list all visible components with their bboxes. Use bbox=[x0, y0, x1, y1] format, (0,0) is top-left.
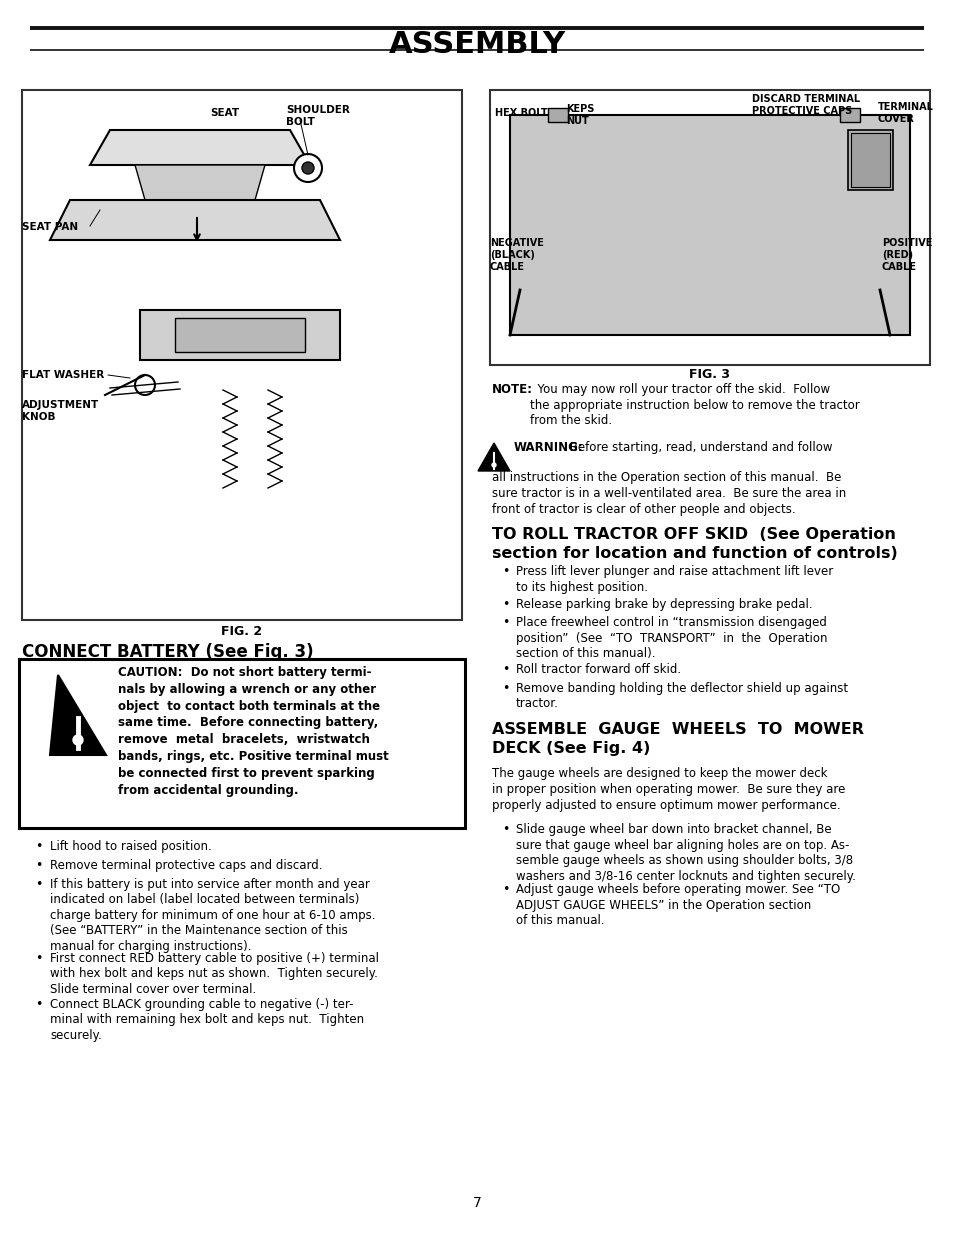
Text: SEAT PAN: SEAT PAN bbox=[22, 222, 78, 232]
Polygon shape bbox=[135, 165, 265, 200]
Text: The gauge wheels are designed to keep the mower deck
in proper position when ope: The gauge wheels are designed to keep th… bbox=[492, 767, 844, 813]
Polygon shape bbox=[140, 310, 339, 359]
Text: •: • bbox=[501, 616, 509, 630]
Text: FLAT WASHER: FLAT WASHER bbox=[22, 370, 104, 380]
Text: DECK (See Fig. 4): DECK (See Fig. 4) bbox=[492, 741, 650, 756]
Circle shape bbox=[294, 154, 322, 182]
Text: Lift hood to raised position.: Lift hood to raised position. bbox=[50, 840, 212, 853]
Text: Remove terminal protective caps and discard.: Remove terminal protective caps and disc… bbox=[50, 858, 322, 872]
Polygon shape bbox=[50, 676, 106, 755]
Text: 7: 7 bbox=[472, 1195, 481, 1210]
Text: First connect RED battery cable to positive (+) terminal
with hex bolt and keps : First connect RED battery cable to posit… bbox=[50, 952, 378, 995]
Text: Before starting, read, understand and follow: Before starting, read, understand and fo… bbox=[565, 441, 832, 454]
Text: Press lift lever plunger and raise attachment lift lever
to its highest position: Press lift lever plunger and raise attac… bbox=[516, 564, 832, 594]
Text: •: • bbox=[35, 998, 42, 1011]
Text: Release parking brake by depressing brake pedal.: Release parking brake by depressing brak… bbox=[516, 598, 812, 610]
Text: NOTE:: NOTE: bbox=[492, 383, 533, 396]
Text: NEGATIVE
(BLACK)
CABLE: NEGATIVE (BLACK) CABLE bbox=[490, 238, 543, 272]
Text: section for location and function of controls): section for location and function of con… bbox=[492, 546, 897, 561]
Text: •: • bbox=[501, 824, 509, 836]
FancyBboxPatch shape bbox=[490, 90, 929, 366]
Polygon shape bbox=[477, 443, 510, 471]
Text: ASSEMBLY: ASSEMBLY bbox=[388, 30, 565, 59]
Text: •: • bbox=[501, 682, 509, 694]
Text: WARNING:: WARNING: bbox=[514, 441, 583, 454]
FancyBboxPatch shape bbox=[19, 659, 464, 827]
Bar bbox=[547, 107, 567, 122]
Bar bbox=[847, 130, 892, 190]
Text: Connect BLACK grounding cable to negative (-) ter-
minal with remaining hex bolt: Connect BLACK grounding cable to negativ… bbox=[50, 998, 364, 1042]
Text: Place freewheel control in “transmission disengaged
position”  (See  “TO  TRANSP: Place freewheel control in “transmission… bbox=[516, 616, 826, 661]
Bar bbox=[840, 107, 859, 122]
Text: ASSEMBLE  GAUGE  WHEELS  TO  MOWER: ASSEMBLE GAUGE WHEELS TO MOWER bbox=[492, 722, 863, 737]
Text: HEX BOLT: HEX BOLT bbox=[495, 107, 547, 119]
Text: Slide gauge wheel bar down into bracket channel, Be
sure that gauge wheel bar al: Slide gauge wheel bar down into bracket … bbox=[516, 824, 855, 883]
FancyBboxPatch shape bbox=[22, 90, 461, 620]
Bar bbox=[850, 133, 889, 186]
Text: •: • bbox=[501, 663, 509, 676]
Text: •: • bbox=[501, 598, 509, 610]
Bar bbox=[510, 115, 909, 335]
Text: POSITIVE
(RED)
CABLE: POSITIVE (RED) CABLE bbox=[882, 238, 931, 272]
Circle shape bbox=[73, 735, 83, 745]
Circle shape bbox=[302, 162, 314, 174]
Text: ADJUSTMENT
KNOB: ADJUSTMENT KNOB bbox=[22, 400, 99, 422]
Text: TERMINAL
COVER: TERMINAL COVER bbox=[877, 103, 933, 124]
Text: FIG. 2: FIG. 2 bbox=[221, 625, 262, 638]
Text: DISCARD TERMINAL
PROTECTIVE CAPS: DISCARD TERMINAL PROTECTIVE CAPS bbox=[751, 94, 860, 116]
Polygon shape bbox=[90, 130, 310, 165]
Text: CONNECT BATTERY (See Fig. 3): CONNECT BATTERY (See Fig. 3) bbox=[22, 643, 314, 661]
Text: •: • bbox=[501, 564, 509, 578]
Circle shape bbox=[135, 375, 154, 395]
Text: FIG. 3: FIG. 3 bbox=[689, 368, 730, 382]
Text: SEAT: SEAT bbox=[210, 107, 239, 119]
Text: You may now roll your tractor off the skid.  Follow
the appropriate instruction : You may now roll your tractor off the sk… bbox=[530, 383, 859, 427]
Text: •: • bbox=[35, 878, 42, 890]
Text: TO ROLL TRACTOR OFF SKID  (See Operation: TO ROLL TRACTOR OFF SKID (See Operation bbox=[492, 527, 895, 542]
Text: all instructions in the Operation section of this manual.  Be
sure tractor is in: all instructions in the Operation sectio… bbox=[492, 471, 845, 516]
Text: SHOULDER
BOLT: SHOULDER BOLT bbox=[286, 105, 350, 127]
Text: CAUTION:  Do not short battery termi-
nals by allowing a wrench or any other
obj: CAUTION: Do not short battery termi- nal… bbox=[118, 666, 388, 797]
Text: Remove banding holding the deflector shield up against
tractor.: Remove banding holding the deflector shi… bbox=[516, 682, 847, 710]
Text: Adjust gauge wheels before operating mower. See “TO
ADJUST GAUGE WHEELS” in the : Adjust gauge wheels before operating mow… bbox=[516, 883, 840, 927]
Text: Roll tractor forward off skid.: Roll tractor forward off skid. bbox=[516, 663, 680, 676]
Polygon shape bbox=[50, 200, 339, 240]
Text: •: • bbox=[501, 883, 509, 897]
Text: •: • bbox=[35, 952, 42, 965]
Circle shape bbox=[492, 463, 496, 467]
Polygon shape bbox=[174, 317, 305, 352]
Text: •: • bbox=[35, 840, 42, 853]
Text: •: • bbox=[35, 858, 42, 872]
Text: KEPS
NUT: KEPS NUT bbox=[565, 104, 594, 126]
Text: If this battery is put into service after month and year
indicated on label (lab: If this battery is put into service afte… bbox=[50, 878, 375, 952]
